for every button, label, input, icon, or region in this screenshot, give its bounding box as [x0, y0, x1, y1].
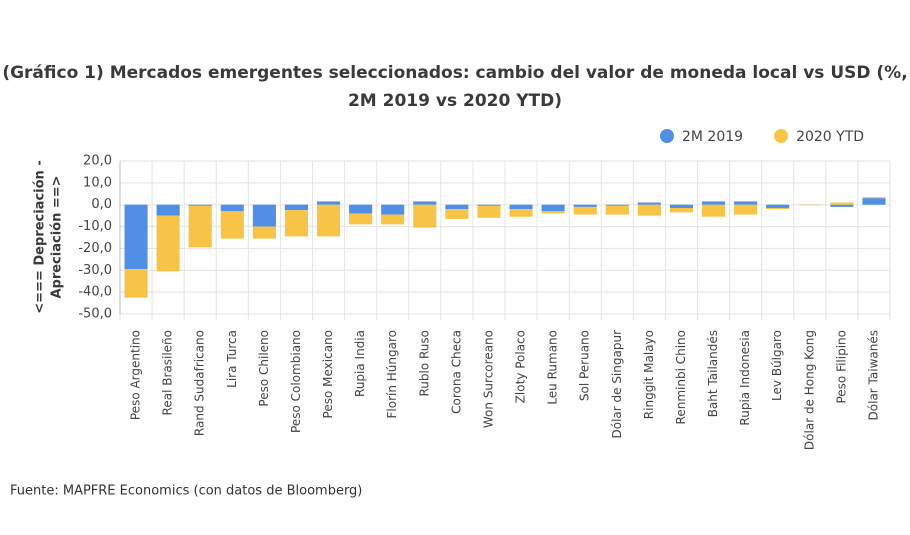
x-tick-label: Florín Húngaro [385, 330, 399, 418]
bar [349, 213, 373, 225]
x-tick-label: Rublo Ruso [417, 330, 431, 397]
x-tick-label: Real Brasileño [161, 330, 175, 415]
bar [413, 201, 437, 205]
y-tick-label: 10,0 [83, 175, 112, 190]
bar [188, 205, 212, 248]
bar [862, 197, 886, 199]
x-tick-label: Lev Búlgaro [770, 330, 784, 401]
x-tick-label: Won Surcoreano [481, 330, 495, 428]
x-tick-label: Peso Mexicano [321, 330, 335, 418]
legend-swatch [774, 129, 789, 143]
y-axis-label: <=== Depreciación - [33, 160, 48, 313]
bar [734, 201, 758, 205]
bar [541, 204, 565, 212]
bar [862, 198, 886, 205]
x-tick-label: Leu Rumano [546, 330, 560, 405]
x-tick-label: Peso Chileno [257, 330, 271, 407]
x-tick-label: Renminbi Chino [674, 330, 688, 424]
bar [349, 204, 373, 214]
bar [573, 206, 597, 215]
bar [413, 204, 437, 228]
bar [669, 204, 694, 208]
bar [252, 226, 276, 239]
x-tick-label: Baht Tailandés [706, 330, 720, 417]
bar [124, 269, 148, 298]
bar [156, 215, 180, 272]
x-tick-label: Dólar de Singapur [610, 330, 624, 439]
legend-label: 2M 2019 [682, 129, 743, 145]
x-tick-label: Corona Checa [449, 330, 463, 414]
x-tick-label: Ringgit Malayo [642, 330, 656, 419]
bar [605, 204, 629, 206]
bar [381, 214, 405, 225]
x-tick-label: Dólar de Hong Kong [802, 330, 816, 450]
bar [734, 204, 758, 215]
bar [766, 207, 790, 210]
bar [573, 204, 597, 207]
bar [188, 204, 212, 206]
bar [477, 204, 501, 206]
bar [701, 201, 726, 205]
y-tick-label: 0,0 [91, 197, 112, 212]
bar [220, 211, 244, 239]
bar [509, 204, 533, 210]
bar [445, 209, 469, 219]
y-tick-label: -40,0 [78, 285, 112, 300]
legend-label: 2020 YTD [796, 129, 864, 145]
bar [541, 211, 565, 214]
bar [284, 204, 309, 211]
y-axis-label: Apreciación ==> [50, 175, 65, 298]
y-tick-label: -20,0 [78, 241, 112, 256]
bar [605, 205, 629, 215]
bar [509, 209, 533, 217]
bar [669, 207, 694, 213]
x-tick-label: Peso Colombiano [289, 330, 303, 433]
legend-swatch [660, 129, 674, 143]
bar [477, 205, 501, 218]
x-tick-label: Zloty Polaco [514, 330, 528, 403]
x-tick-label: Dólar Taiwanés [866, 330, 880, 420]
y-tick-label: -30,0 [78, 263, 112, 278]
bar [445, 204, 469, 210]
bar [284, 210, 309, 237]
x-tick-label: Sol Peruano [578, 330, 592, 401]
bar [798, 204, 822, 206]
x-tick-label: Rupia India [353, 330, 367, 397]
bar [316, 204, 341, 237]
chart-title: 2M 2019 vs 2020 YTD) [348, 91, 562, 111]
source-note: Fuente: MAPFRE Economics (con datos de B… [10, 484, 362, 499]
bar [316, 201, 341, 205]
bar [156, 204, 180, 216]
x-tick-label: Peso Argentino [129, 330, 143, 420]
chart-title: (Gráfico 1) Mercados emergentes seleccio… [2, 63, 907, 83]
bar [830, 204, 854, 207]
y-tick-label: -10,0 [78, 219, 112, 234]
bar [124, 204, 148, 270]
y-tick-label: -50,0 [78, 307, 112, 322]
bar [637, 204, 661, 216]
x-tick-label: Rand Sudafricano [193, 330, 207, 436]
bar [220, 204, 244, 212]
bar [830, 202, 854, 205]
bar [252, 204, 276, 227]
bar [766, 204, 790, 208]
bar [381, 204, 405, 215]
bar [637, 202, 661, 205]
x-tick-label: Lira Turca [225, 330, 239, 388]
x-tick-label: Rupia Indonesia [738, 330, 752, 426]
x-tick-label: Peso Filipino [834, 330, 848, 404]
bar [701, 204, 726, 217]
y-tick-label: 20,0 [83, 154, 112, 169]
